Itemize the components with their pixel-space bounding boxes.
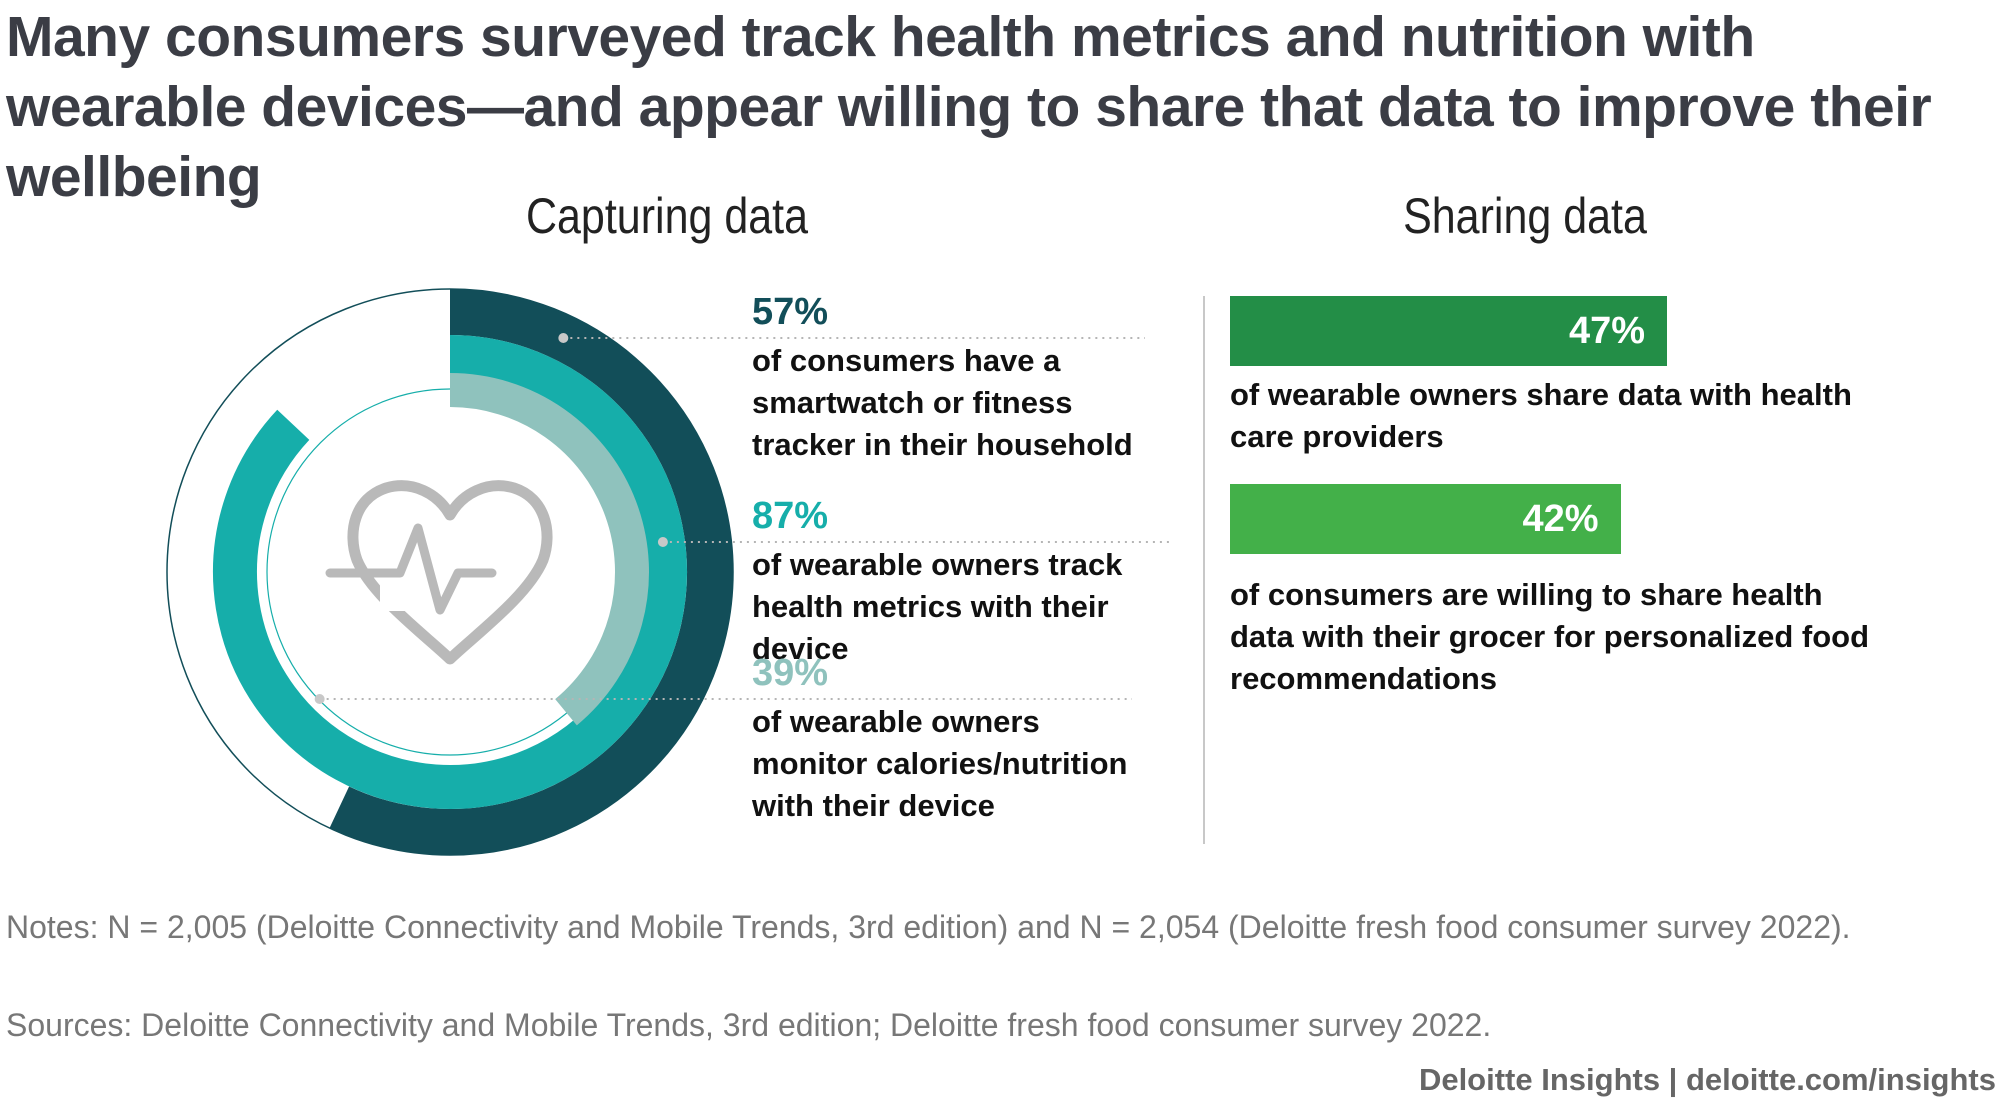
ring-arc <box>449 373 649 726</box>
chart-title: Many consumers surveyed track health met… <box>6 5 1932 209</box>
bar-description: of wearable owners share data with healt… <box>1230 377 1852 454</box>
sources: Sources: Deloitte Connectivity and Mobil… <box>6 1007 1492 1043</box>
stat-description: of consumers have a smartwatch or fitnes… <box>752 343 1133 462</box>
leader-dot <box>558 333 569 343</box>
stat-smartwatch-ownership: 57% of consumers have a smartwatch or fi… <box>752 290 1172 466</box>
section-divider <box>1203 296 1205 844</box>
notes: Notes: N = 2,005 (Deloitte Connectivity … <box>6 909 1851 945</box>
sharing-data-heading: Sharing data <box>1403 188 1647 244</box>
stat-health-metrics: 87% of wearable owners track health metr… <box>752 494 1197 670</box>
stat-nutrition-monitoring: 39% of wearable owners monitor calories/… <box>752 651 1152 827</box>
bar-health-care-sharing: 47% <box>1230 296 1668 366</box>
leader-dot <box>314 694 325 704</box>
bar-grocer-sharing: 42% <box>1230 484 1621 554</box>
leader-dot <box>657 537 668 547</box>
stat-value: 39% <box>752 652 829 694</box>
stat-description: of wearable owners track health metrics … <box>752 547 1123 666</box>
stat-value: 87% <box>752 495 829 537</box>
capturing-data-heading: Capturing data <box>525 188 809 244</box>
heart-pulse-icon <box>325 480 553 665</box>
ring-arc <box>213 335 687 809</box>
footer-credit: Deloitte Insights | deloitte.com/insight… <box>1418 1062 1996 1097</box>
bar-description: of consumers are willing to share health… <box>1230 577 1870 696</box>
stat-description: of wearable owners monitor calories/nutr… <box>752 704 1128 823</box>
ring-arc <box>329 289 733 855</box>
stat-value: 57% <box>752 291 829 333</box>
